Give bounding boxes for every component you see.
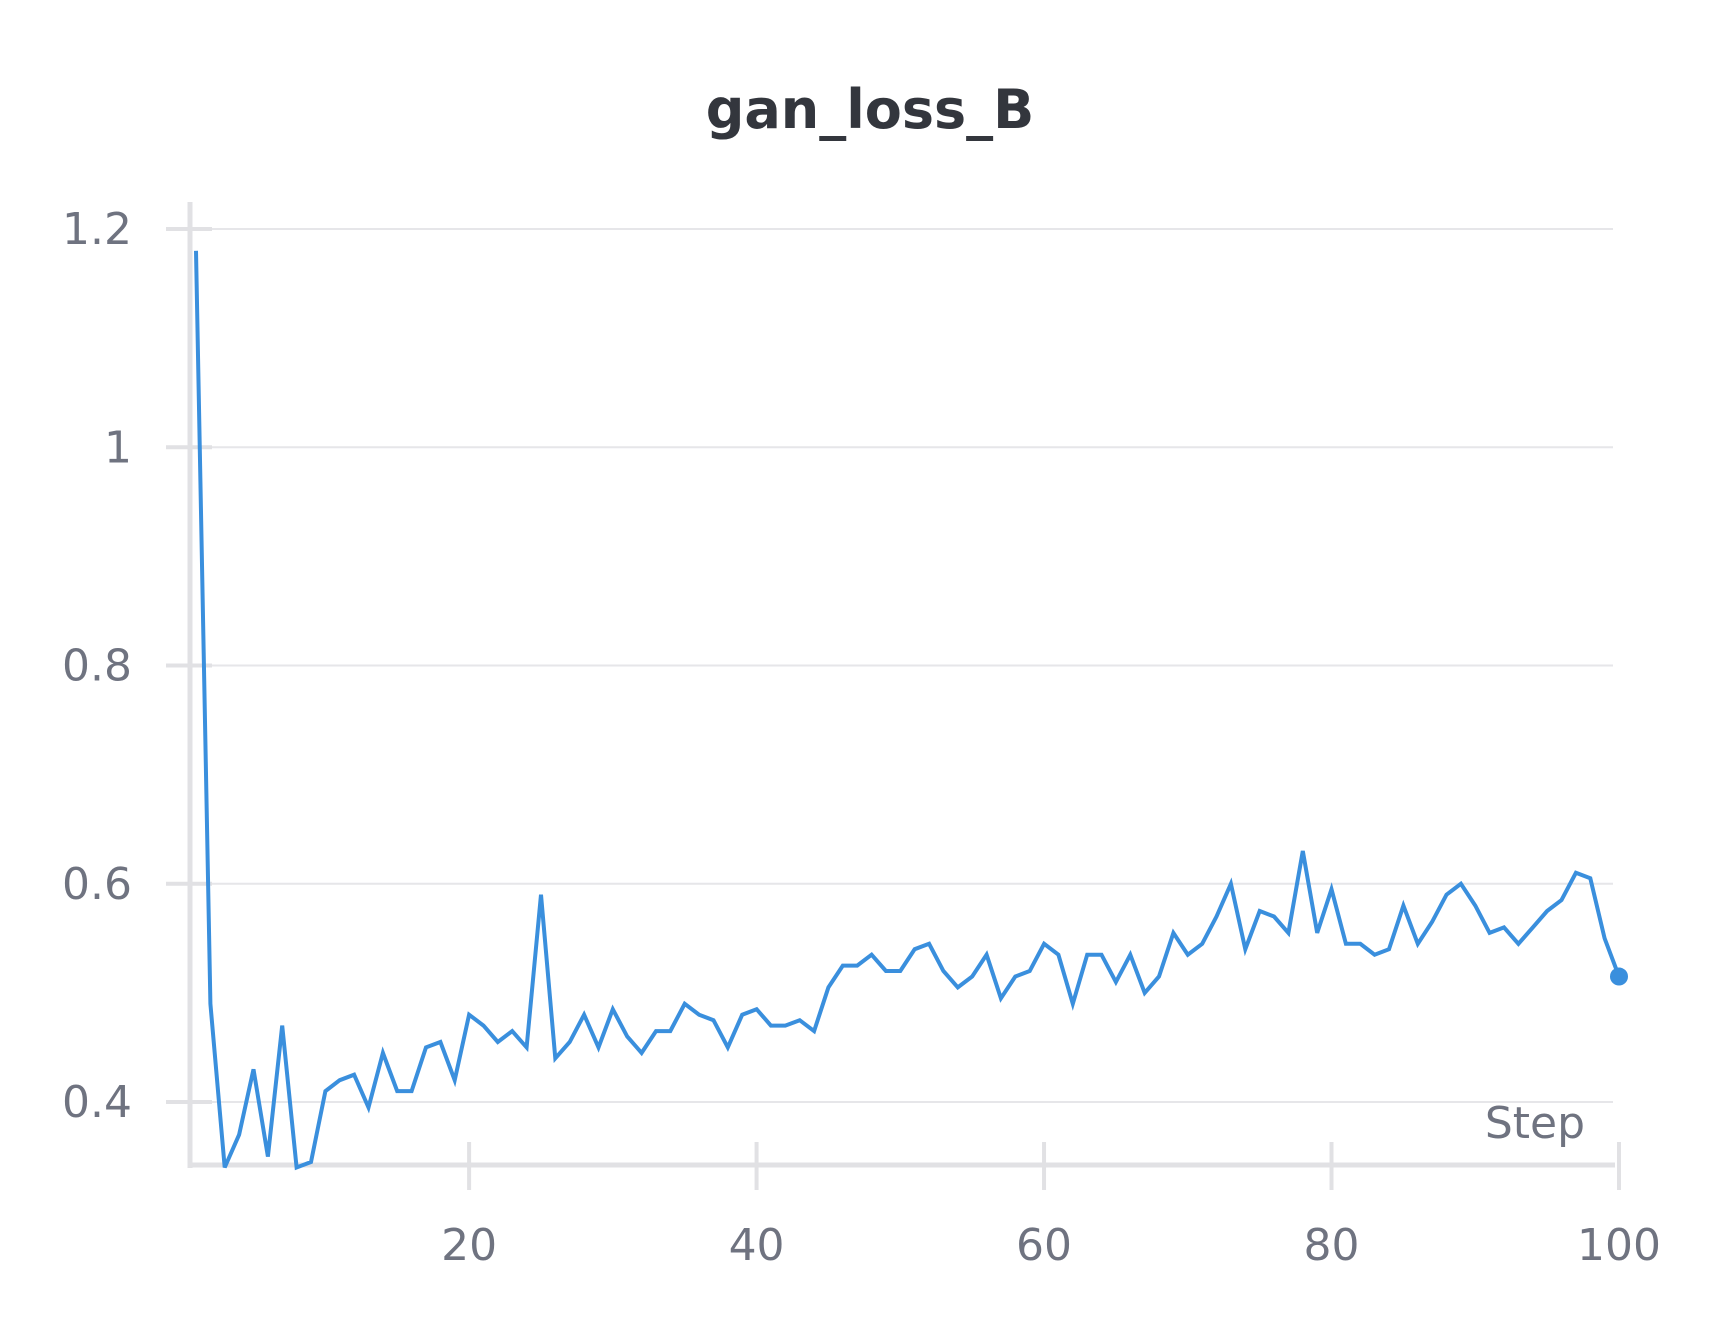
series-line	[194, 250, 1621, 1171]
y-tick-label: 1	[104, 422, 132, 473]
last-point-marker	[1610, 967, 1628, 986]
y-tick-label: 0.4	[62, 1077, 132, 1128]
x-tick-label: 80	[1304, 1220, 1360, 1271]
x-tick-label: 20	[441, 1220, 497, 1271]
chart-title: gan_loss_B	[706, 78, 1035, 141]
tick-labels: 0.4 0.6 0.8 1 1.2 20 40 60 80 100	[62, 204, 1661, 1271]
y-tick-label: 0.6	[62, 859, 132, 910]
x-tick-label: 40	[729, 1220, 785, 1271]
x-axis-label: Step	[1485, 1098, 1585, 1149]
series-layer	[194, 250, 1628, 1171]
grid-lines	[190, 228, 1613, 1103]
y-tick-label: 0.8	[62, 641, 132, 692]
x-tick-label: 60	[1016, 1220, 1072, 1271]
x-tick-label: 100	[1577, 1220, 1661, 1271]
axes	[166, 202, 1621, 1190]
y-tick-label: 1.2	[62, 204, 132, 255]
